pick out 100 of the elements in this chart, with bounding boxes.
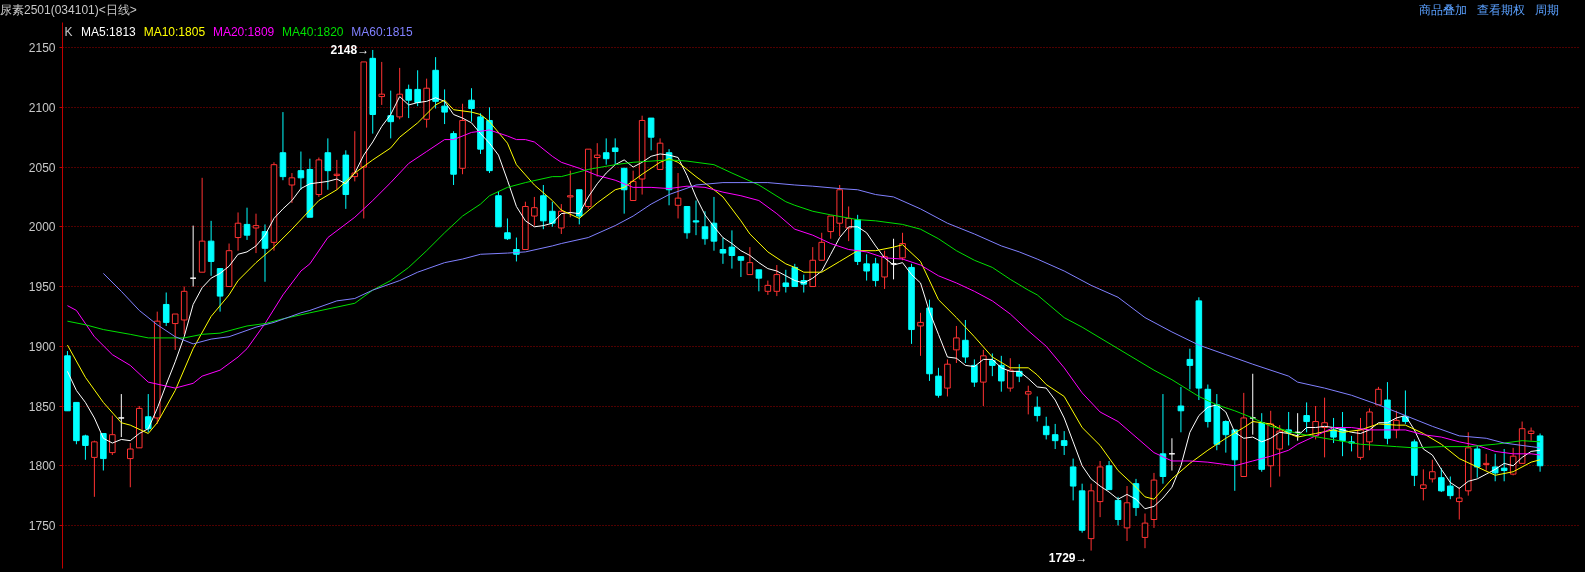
candlestick bbox=[863, 253, 870, 282]
text: 周期 bbox=[1535, 2, 1559, 19]
legend-title: K bbox=[64, 24, 73, 39]
y-tick-label: 1750 bbox=[28, 518, 56, 533]
candlestick bbox=[1321, 397, 1328, 458]
candlestick bbox=[782, 269, 790, 294]
candlestick bbox=[593, 142, 601, 178]
candlestick bbox=[1186, 348, 1194, 390]
candlestick bbox=[998, 355, 1005, 393]
candlestick bbox=[468, 87, 475, 123]
candlestick bbox=[171, 313, 179, 351]
candlestick bbox=[1447, 476, 1454, 500]
y-tick-label: 2050 bbox=[28, 160, 56, 175]
candlestick bbox=[1330, 417, 1337, 444]
candlestick bbox=[629, 170, 637, 202]
candlestick bbox=[971, 358, 978, 388]
candlestick bbox=[297, 151, 305, 191]
y-tick-label: 1850 bbox=[28, 399, 56, 414]
candlestick bbox=[728, 229, 736, 270]
y-tick-label: 2000 bbox=[28, 220, 56, 235]
candlestick bbox=[288, 172, 296, 204]
candlestick bbox=[881, 250, 888, 290]
candlestick bbox=[899, 232, 906, 261]
candlestick bbox=[1276, 424, 1283, 477]
candlestick bbox=[935, 367, 942, 399]
candlestick bbox=[387, 90, 394, 139]
candlestick bbox=[953, 325, 960, 364]
y-tick-label: 1950 bbox=[28, 280, 56, 295]
candlestick bbox=[279, 111, 287, 181]
y-tick-label: 2150 bbox=[28, 41, 56, 56]
candlestick bbox=[746, 246, 754, 276]
candlestick bbox=[243, 207, 251, 241]
y-tick-label: 2100 bbox=[28, 100, 56, 115]
candlestick bbox=[1222, 419, 1230, 454]
candlestick bbox=[414, 69, 421, 107]
candlestick bbox=[872, 257, 879, 288]
candlestick bbox=[827, 215, 834, 240]
candlestick bbox=[719, 237, 727, 265]
candlestick bbox=[647, 117, 655, 151]
candlestick bbox=[558, 203, 565, 235]
candlestick bbox=[1033, 395, 1041, 423]
candlestick bbox=[91, 440, 98, 498]
candlestick bbox=[692, 200, 700, 236]
candlestick bbox=[755, 269, 763, 292]
candlestick bbox=[1024, 385, 1032, 415]
candlestick bbox=[333, 159, 341, 191]
candlestick bbox=[1069, 458, 1077, 501]
candlestick bbox=[82, 434, 89, 461]
candlestick bbox=[1042, 416, 1050, 440]
candlestick bbox=[252, 213, 260, 254]
candlestick bbox=[989, 352, 996, 377]
candlestick bbox=[234, 211, 242, 252]
candlestick bbox=[1527, 427, 1535, 442]
text: 查看期权 bbox=[1477, 2, 1525, 19]
candlestick bbox=[1473, 444, 1481, 479]
candlestick bbox=[127, 442, 134, 488]
candlestick bbox=[549, 201, 556, 228]
text: MA10:1805 bbox=[143, 24, 206, 39]
candlestick bbox=[701, 210, 709, 246]
text: MA60:1815 bbox=[351, 24, 414, 39]
candlestick bbox=[504, 217, 511, 241]
candlestick bbox=[1177, 386, 1185, 433]
candlestick bbox=[611, 137, 619, 166]
candlestick bbox=[773, 264, 781, 297]
candlestick bbox=[405, 84, 412, 119]
candlestick bbox=[917, 312, 924, 357]
text: MA40:1820 bbox=[282, 24, 344, 39]
chart-title: 尿素2501(034101)<日线> bbox=[0, 2, 137, 19]
candlestick bbox=[620, 167, 628, 215]
candlestick bbox=[118, 393, 125, 438]
candlestick bbox=[602, 137, 610, 166]
candlestick bbox=[162, 292, 170, 327]
candlestick bbox=[567, 170, 574, 218]
candlestick bbox=[324, 137, 332, 191]
text: 商品叠加 bbox=[1419, 2, 1467, 19]
candlestick bbox=[1429, 459, 1436, 483]
candlestick bbox=[109, 415, 116, 456]
annotation: 2148→ bbox=[330, 42, 370, 57]
candlestick bbox=[1114, 496, 1122, 526]
candlestick bbox=[944, 358, 951, 397]
candlestick bbox=[531, 196, 538, 227]
text: MA5:1813 bbox=[81, 24, 137, 39]
candlestick bbox=[737, 256, 745, 278]
candlestick bbox=[378, 61, 386, 106]
candlestick bbox=[207, 220, 215, 277]
candlestick bbox=[1303, 401, 1310, 433]
candlestick bbox=[1007, 357, 1014, 393]
candlestick bbox=[1455, 486, 1463, 521]
candlestick bbox=[396, 67, 403, 120]
candlestick bbox=[441, 88, 448, 125]
candlestick bbox=[144, 393, 152, 433]
annotation: 1729→ bbox=[1048, 550, 1088, 565]
candlestick bbox=[818, 232, 826, 261]
y-tick-label: 1800 bbox=[28, 459, 56, 474]
candlestick bbox=[1420, 468, 1427, 501]
candlestick bbox=[1141, 513, 1149, 549]
y-tick-label: 1900 bbox=[28, 339, 56, 354]
candlestick bbox=[1051, 423, 1059, 450]
candlestick bbox=[1105, 460, 1113, 491]
candlestick bbox=[1060, 430, 1068, 456]
